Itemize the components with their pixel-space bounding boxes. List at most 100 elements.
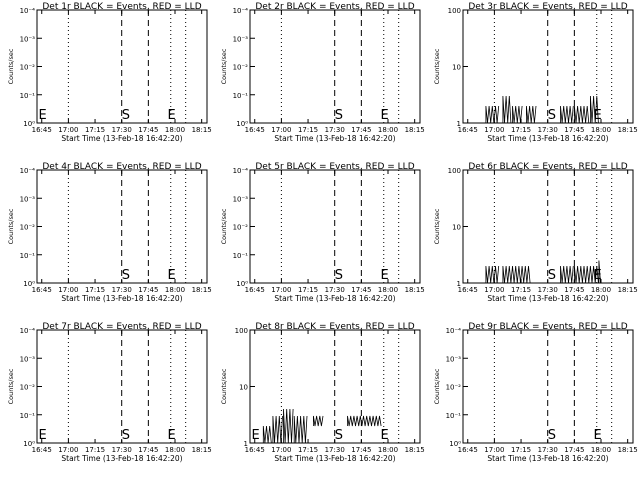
y-tick-label: 10⁻¹ (233, 92, 249, 100)
x-tick-label: 18:15 (192, 286, 212, 294)
y-tick-label: 10⁻⁴ (233, 167, 249, 175)
x-tick-label: 17:30 (538, 126, 558, 134)
x-tick-label: 17:45 (564, 126, 584, 134)
x-axis-label: Start Time (13-Feb-18 16:42:20) (274, 134, 395, 143)
x-tick-label: 17:00 (58, 126, 78, 134)
chart-title: Det 8r BLACK = Events, RED = LLD (255, 322, 414, 332)
x-tick-label: 17:45 (138, 286, 158, 294)
count-segment-1 (485, 265, 500, 284)
x-tick-label: 17:30 (325, 286, 345, 294)
y-tick-label: 10 (239, 384, 248, 392)
count-segment-5 (313, 415, 324, 427)
x-tick-label: 18:00 (165, 126, 185, 134)
x-tick-label: 16:45 (458, 446, 478, 454)
marker-label: S (335, 108, 343, 123)
y-tick-label: 10⁻¹ (20, 92, 36, 100)
chart-title: Det 9r BLACK = Events, RED = LLD (468, 322, 627, 332)
x-tick-label: 18:00 (378, 446, 398, 454)
y-axis-label: Counts/sec (433, 208, 441, 244)
y-tick-label: 10⁻³ (20, 355, 36, 363)
y-axis-label: Counts/sec (220, 208, 228, 244)
count-segment-6 (574, 105, 590, 124)
y-tick-label: 10⁻³ (20, 195, 36, 203)
x-tick-label: 17:00 (484, 286, 504, 294)
y-axis-label: Counts/sec (7, 208, 15, 244)
chart-panel-9: Det 9r BLACK = Events, RED = LLD 16:45 17:… (433, 322, 638, 463)
chart-panel-1: Det 1r BLACK = Events, RED = LLD 16:45 17:… (7, 2, 212, 143)
y-tick-label: 10⁰ (23, 280, 35, 288)
y-tick-label: 1 (457, 280, 461, 288)
x-tick-label: 18:00 (165, 446, 185, 454)
y-tick-label: 10⁻² (233, 64, 249, 72)
y-tick-label: 10⁰ (23, 440, 35, 448)
chart-panel-2: Det 2r BLACK = Events, RED = LLD 16:45 17:… (220, 2, 425, 143)
chart-title: Det 1r BLACK = Events, RED = LLD (42, 2, 201, 12)
x-tick-label: 18:00 (591, 126, 611, 134)
count-segment-2 (502, 265, 531, 284)
chart-panel-3: Det 3r BLACK = Events, RED = LLD 16:45 17:… (433, 2, 638, 143)
y-tick-label: 10 (452, 64, 461, 72)
plot-frame (249, 169, 421, 284)
x-tick-label: 18:00 (378, 286, 398, 294)
y-axis-label: Counts/sec (433, 48, 441, 84)
x-tick-label: 18:15 (618, 446, 638, 454)
y-tick-label: 100 (448, 7, 461, 15)
marker-label: S (548, 268, 556, 283)
x-tick-label: 17:30 (325, 126, 345, 134)
x-tick-label: 17:45 (138, 446, 158, 454)
count-segment-3 (283, 408, 294, 444)
x-tick-label: 16:45 (245, 286, 265, 294)
x-tick-label: 17:15 (85, 126, 105, 134)
count-segment-4 (526, 105, 537, 124)
x-tick-label: 17:15 (511, 126, 531, 134)
y-axis-label: Counts/sec (220, 48, 228, 84)
x-tick-label: 18:15 (405, 286, 425, 294)
count-segment-1 (262, 425, 272, 444)
x-tick-label: 16:45 (458, 286, 478, 294)
marker-label: E (168, 268, 176, 283)
x-tick-label: 17:45 (351, 446, 371, 454)
x-tick-label: 17:15 (298, 286, 318, 294)
marker-label: S (548, 108, 556, 123)
x-tick-label: 18:00 (591, 446, 611, 454)
y-tick-label: 100 (448, 167, 461, 175)
x-axis-label: Start Time (13-Feb-18 16:42:20) (487, 134, 608, 143)
marker-label: S (122, 428, 130, 443)
count-segment-7 (590, 95, 599, 124)
y-tick-label: 10⁰ (236, 280, 248, 288)
marker-label: S (335, 268, 343, 283)
x-tick-label: 16:45 (32, 126, 52, 134)
plot-frame (36, 9, 208, 124)
plot-frame (36, 329, 208, 444)
x-tick-label: 16:45 (245, 446, 265, 454)
x-tick-label: 17:45 (351, 286, 371, 294)
x-tick-label: 17:15 (85, 446, 105, 454)
count-segment-4 (574, 265, 599, 284)
marker-label: S (122, 268, 130, 283)
marker-label: E (252, 428, 260, 443)
x-tick-label: 17:00 (58, 286, 78, 294)
x-tick-label: 17:30 (112, 126, 132, 134)
x-tick-label: 17:15 (298, 446, 318, 454)
marker-label: E (39, 428, 47, 443)
marker-label: S (548, 428, 556, 443)
x-tick-label: 17:30 (538, 446, 558, 454)
x-tick-label: 17:00 (271, 446, 291, 454)
y-tick-label: 10⁻¹ (20, 412, 36, 420)
x-axis-label: Start Time (13-Feb-18 16:42:20) (487, 454, 608, 463)
x-tick-label: 17:30 (112, 446, 132, 454)
marker-label: S (335, 428, 343, 443)
y-tick-label: 10⁻² (446, 384, 462, 392)
chart-panel-6: Det 6r BLACK = Events, RED = LLD 16:45 17:… (433, 162, 638, 303)
x-tick-label: 17:30 (325, 446, 345, 454)
x-tick-label: 18:15 (618, 286, 638, 294)
chart-title: Det 6r BLACK = Events, RED = LLD (468, 162, 627, 172)
y-tick-label: 10⁻³ (233, 195, 249, 203)
marker-label: S (122, 108, 130, 123)
x-axis-label: Start Time (13-Feb-18 16:42:20) (61, 134, 182, 143)
y-tick-label: 10⁻⁴ (20, 167, 36, 175)
chart-panel-8: Det 8r BLACK = Events, RED = LLD 16:45 17:… (220, 322, 425, 463)
chart-panel-4: Det 4r BLACK = Events, RED = LLD 16:45 17:… (7, 162, 212, 303)
y-tick-label: 10⁻² (20, 384, 36, 392)
